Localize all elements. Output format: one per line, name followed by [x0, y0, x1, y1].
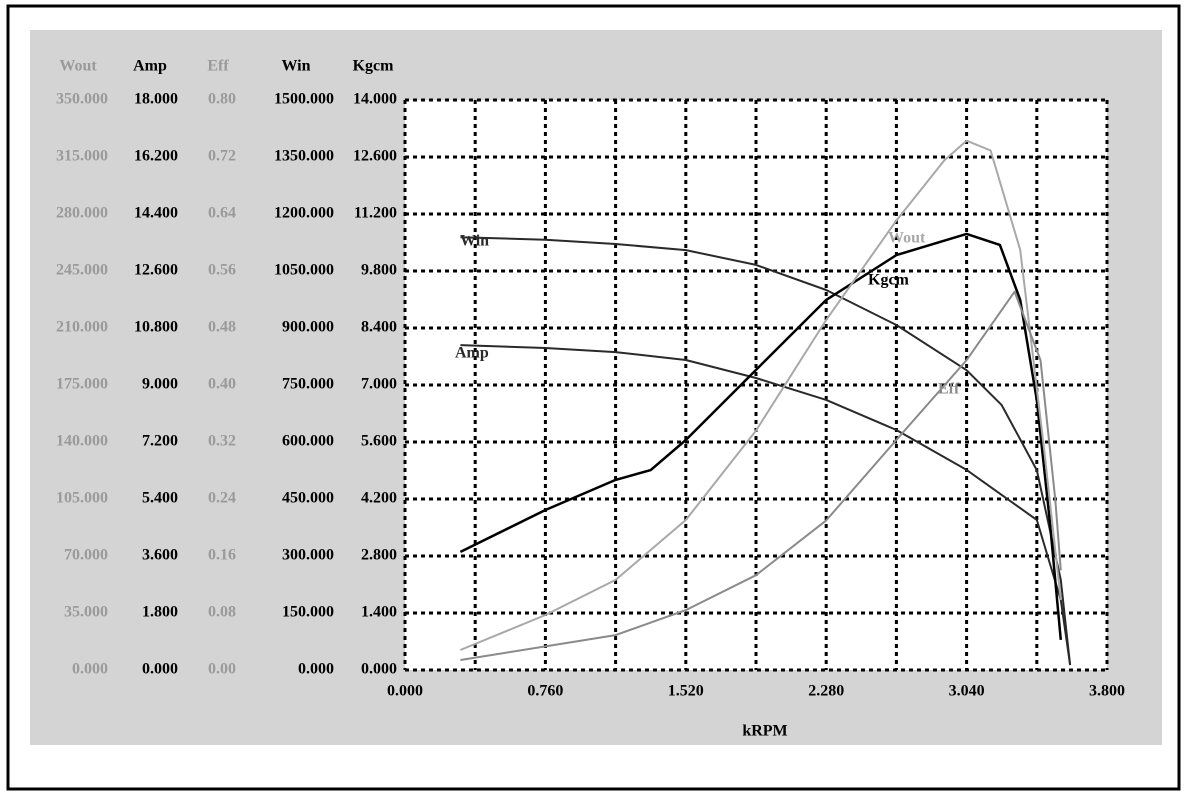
y-tick-label: 350.000 — [56, 91, 108, 108]
y-axis-title: Win — [281, 58, 310, 75]
y-tick-label: 1500.000 — [274, 91, 334, 108]
series-label: Win — [460, 233, 489, 250]
y-tick-label: 0.08 — [208, 604, 236, 621]
y-tick-label: 0.64 — [208, 205, 236, 222]
y-tick-label: 105.000 — [56, 490, 108, 507]
y-tick-label: 600.000 — [282, 433, 334, 450]
y-axis-title: Wout — [59, 58, 97, 75]
series-line — [459, 232, 1063, 641]
y-tick-label: 1200.000 — [274, 205, 334, 222]
x-axis-title: kRPM — [742, 723, 787, 740]
y-tick-label: 0.000 — [361, 661, 397, 678]
y-tick-label: 1050.000 — [274, 262, 334, 279]
y-tick-label: 0.000 — [142, 661, 178, 678]
y-tick-label: 12.600 — [134, 262, 178, 279]
y-tick-label: 140.000 — [56, 433, 108, 450]
x-tick-label: 3.040 — [949, 683, 985, 700]
y-tick-label: 245.000 — [56, 262, 108, 279]
y-tick-label: 9.800 — [361, 262, 397, 279]
y-tick-label: 1350.000 — [274, 148, 334, 165]
y-axis-title: Amp — [133, 58, 167, 75]
series-line — [460, 290, 1062, 661]
x-tick-label: 0.000 — [387, 683, 423, 700]
y-tick-label: 0.16 — [208, 547, 236, 564]
y-tick-label: 14.400 — [134, 205, 178, 222]
series-label: Wout — [888, 230, 926, 247]
y-tick-label: 175.000 — [56, 376, 108, 393]
y-tick-label: 450.000 — [282, 490, 334, 507]
y-tick-label: 5.600 — [361, 433, 397, 450]
series-line — [460, 236, 1072, 666]
y-tick-label: 16.200 — [134, 148, 178, 165]
y-tick-label: 315.000 — [56, 148, 108, 165]
y-tick-label: 0.32 — [208, 433, 236, 450]
y-tick-label: 3.600 — [142, 547, 178, 564]
y-tick-label: 0.00 — [208, 661, 236, 678]
y-tick-label: 900.000 — [282, 319, 334, 336]
y-tick-label: 210.000 — [56, 319, 108, 336]
y-tick-label: 8.400 — [361, 319, 397, 336]
y-tick-label: 5.400 — [142, 490, 178, 507]
y-tick-label: 7.000 — [361, 376, 397, 393]
series-line — [460, 139, 1062, 651]
y-axis-title: Kgcm — [353, 58, 395, 75]
x-tick-label: 0.760 — [527, 683, 563, 700]
y-tick-label: 150.000 — [282, 604, 334, 621]
y-tick-label: 10.800 — [134, 319, 178, 336]
y-tick-label: 0.000 — [298, 661, 334, 678]
y-axis-title: Eff — [207, 58, 229, 75]
y-tick-label: 9.000 — [142, 376, 178, 393]
y-tick-label: 280.000 — [56, 205, 108, 222]
y-tick-label: 14.000 — [353, 91, 397, 108]
y-tick-label: 0.48 — [208, 319, 236, 336]
y-tick-label: 18.000 — [134, 91, 178, 108]
y-tick-label: 300.000 — [282, 547, 334, 564]
y-tick-label: 4.200 — [361, 490, 397, 507]
y-tick-label: 750.000 — [282, 376, 334, 393]
y-tick-label: 2.800 — [361, 547, 397, 564]
x-tick-label: 2.280 — [808, 683, 844, 700]
x-tick-label: 3.800 — [1089, 683, 1125, 700]
y-tick-label: 1.400 — [361, 604, 397, 621]
y-tick-label: 1.800 — [142, 604, 178, 621]
y-tick-label: 7.200 — [142, 433, 178, 450]
y-tick-label: 0.56 — [208, 262, 236, 279]
x-tick-label: 1.520 — [668, 683, 704, 700]
series-line — [460, 344, 1072, 666]
y-tick-label: 0.000 — [72, 661, 108, 678]
y-tick-label: 11.200 — [354, 205, 397, 222]
y-tick-label: 0.72 — [208, 148, 236, 165]
series-label: Eff — [938, 381, 960, 398]
y-tick-label: 35.000 — [64, 604, 108, 621]
y-tick-label: 0.40 — [208, 376, 236, 393]
y-tick-label: 12.600 — [353, 148, 397, 165]
series-label: Kgcm — [868, 272, 910, 289]
series-label: Amp — [455, 345, 489, 362]
y-tick-label: 0.80 — [208, 91, 236, 108]
y-tick-label: 70.000 — [64, 547, 108, 564]
y-tick-label: 0.24 — [208, 490, 236, 507]
